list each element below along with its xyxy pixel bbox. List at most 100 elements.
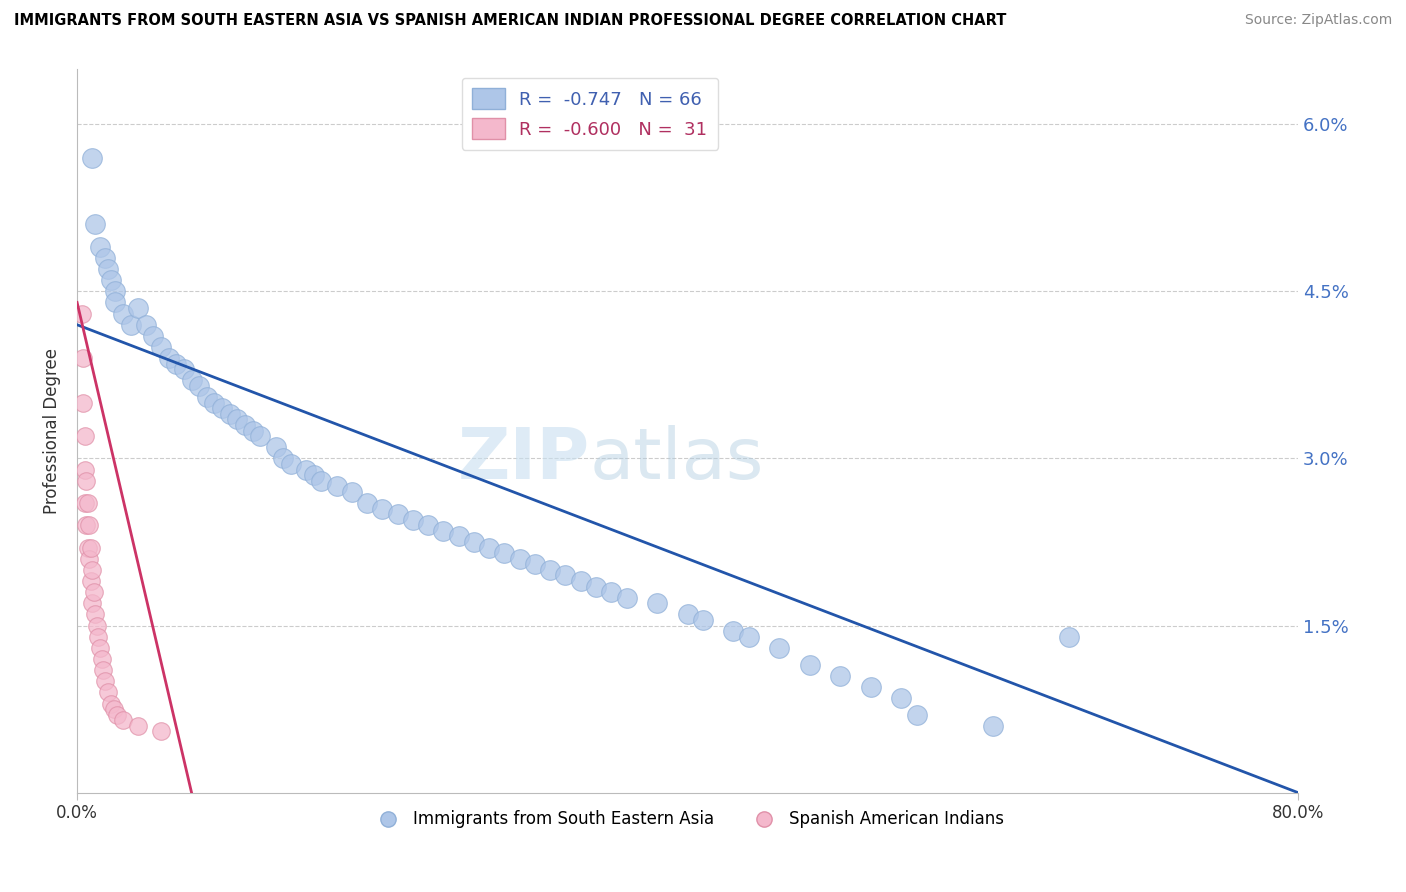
Point bbox=[100, 697, 122, 711]
Point bbox=[76, 541, 98, 555]
Point bbox=[799, 657, 821, 672]
Point bbox=[218, 407, 240, 421]
Point bbox=[600, 585, 623, 599]
Point bbox=[75, 518, 97, 533]
Point bbox=[104, 285, 127, 299]
Point bbox=[70, 307, 93, 321]
Point bbox=[79, 551, 101, 566]
Point bbox=[226, 412, 249, 426]
Point bbox=[180, 374, 202, 388]
Point bbox=[84, 607, 107, 622]
Point bbox=[271, 451, 294, 466]
Point bbox=[142, 329, 165, 343]
Point bbox=[890, 690, 912, 705]
Point bbox=[233, 417, 256, 432]
Point bbox=[264, 440, 287, 454]
Point bbox=[387, 507, 409, 521]
Point bbox=[356, 496, 378, 510]
Point bbox=[509, 551, 531, 566]
Point bbox=[91, 663, 114, 677]
Point bbox=[463, 535, 485, 549]
Point bbox=[93, 251, 115, 265]
Point bbox=[554, 568, 576, 582]
Point bbox=[311, 474, 333, 488]
Point bbox=[418, 518, 440, 533]
Point bbox=[100, 273, 122, 287]
Text: IMMIGRANTS FROM SOUTH EASTERN ASIA VS SPANISH AMERICAN INDIAN PROFESSIONAL DEGRE: IMMIGRANTS FROM SOUTH EASTERN ASIA VS SP… bbox=[14, 13, 1007, 29]
Point bbox=[523, 558, 546, 572]
Point bbox=[432, 524, 454, 538]
Point bbox=[204, 395, 226, 409]
Point bbox=[80, 574, 103, 588]
Point bbox=[87, 630, 110, 644]
Point bbox=[89, 640, 111, 655]
Point bbox=[93, 674, 115, 689]
Point bbox=[737, 630, 759, 644]
Point bbox=[165, 357, 187, 371]
Point bbox=[371, 501, 394, 516]
Point bbox=[127, 719, 149, 733]
Point bbox=[72, 351, 94, 366]
Point bbox=[538, 563, 561, 577]
Point bbox=[676, 607, 699, 622]
Point bbox=[830, 668, 852, 682]
Point bbox=[127, 301, 149, 315]
Point bbox=[569, 574, 592, 588]
Point bbox=[494, 546, 516, 560]
Point bbox=[188, 379, 211, 393]
Point bbox=[859, 680, 882, 694]
Point bbox=[905, 707, 928, 722]
Point bbox=[82, 563, 104, 577]
Point bbox=[249, 429, 271, 443]
Point bbox=[645, 596, 668, 610]
Point bbox=[111, 307, 134, 321]
Point bbox=[280, 457, 302, 471]
Point bbox=[97, 685, 120, 699]
Point bbox=[73, 429, 96, 443]
Text: atlas: atlas bbox=[591, 425, 765, 494]
Point bbox=[981, 719, 1004, 733]
Legend: Immigrants from South Eastern Asia, Spanish American Indians: Immigrants from South Eastern Asia, Span… bbox=[364, 804, 1011, 835]
Point bbox=[90, 652, 112, 666]
Point bbox=[73, 462, 96, 476]
Text: ZIP: ZIP bbox=[458, 425, 591, 494]
Point bbox=[89, 240, 111, 254]
Point bbox=[195, 390, 218, 404]
Point bbox=[1057, 630, 1080, 644]
Point bbox=[723, 624, 745, 639]
Y-axis label: Professional Degree: Professional Degree bbox=[44, 348, 60, 514]
Point bbox=[173, 362, 195, 376]
Point bbox=[150, 340, 173, 354]
Point bbox=[340, 484, 363, 499]
Point bbox=[447, 529, 470, 543]
Point bbox=[402, 513, 425, 527]
Point bbox=[83, 585, 105, 599]
Point bbox=[120, 318, 142, 332]
Point bbox=[75, 474, 97, 488]
Point bbox=[150, 724, 173, 739]
Point bbox=[768, 640, 790, 655]
Point bbox=[97, 262, 120, 277]
Point bbox=[157, 351, 180, 366]
Point bbox=[84, 218, 107, 232]
Point bbox=[105, 707, 128, 722]
Point bbox=[86, 618, 108, 632]
Point bbox=[82, 151, 104, 165]
Point bbox=[211, 401, 233, 416]
Point bbox=[242, 424, 264, 438]
Point bbox=[692, 613, 714, 627]
Point bbox=[73, 496, 96, 510]
Point bbox=[82, 596, 104, 610]
Text: Source: ZipAtlas.com: Source: ZipAtlas.com bbox=[1244, 13, 1392, 28]
Point bbox=[104, 295, 127, 310]
Point bbox=[72, 395, 94, 409]
Point bbox=[616, 591, 638, 605]
Point bbox=[585, 580, 607, 594]
Point bbox=[80, 541, 103, 555]
Point bbox=[478, 541, 501, 555]
Point bbox=[325, 479, 347, 493]
Point bbox=[79, 518, 101, 533]
Point bbox=[302, 468, 325, 483]
Point bbox=[103, 702, 125, 716]
Point bbox=[76, 496, 98, 510]
